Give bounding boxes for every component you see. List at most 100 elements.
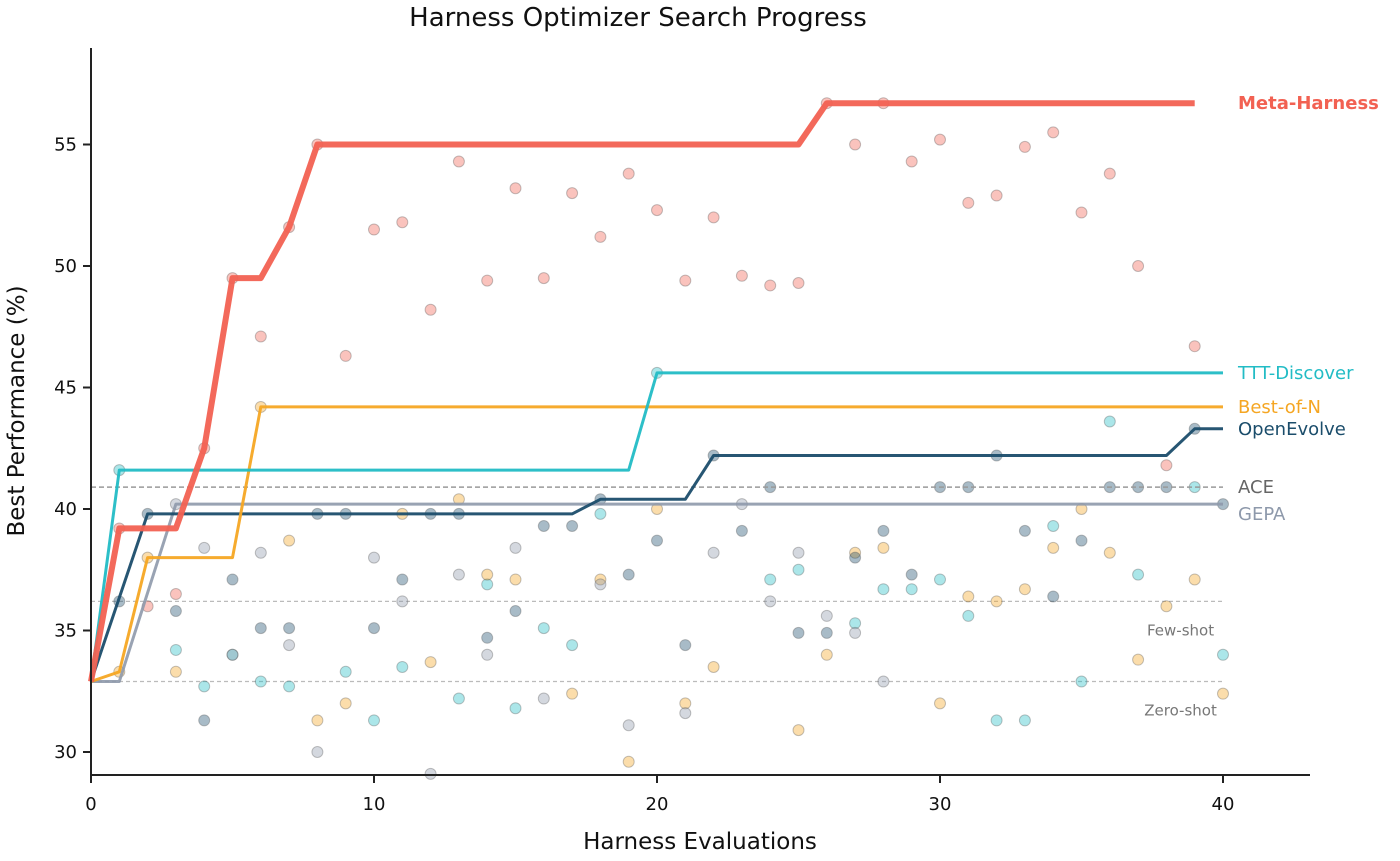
point-gepa	[509, 541, 522, 554]
point-meta-harness	[1018, 140, 1031, 153]
point-ttt-discover	[509, 702, 522, 715]
point-best-of-n	[424, 656, 437, 669]
point-ttt-discover	[764, 573, 777, 586]
line-ttt-discover	[89, 371, 1223, 682]
reference-label-few-shot: Few-shot	[1147, 621, 1214, 639]
point-gepa	[226, 648, 239, 661]
point-best-of-n	[1047, 541, 1060, 554]
point-ttt-discover	[990, 714, 1003, 727]
point-ttt-discover	[1018, 714, 1031, 727]
point-best-of-n	[339, 697, 352, 710]
series-label-ttt-discover: TTT-Discover	[1237, 363, 1354, 384]
point-meta-harness	[849, 138, 862, 151]
point-openevolve	[877, 524, 890, 537]
point-openevolve	[905, 568, 918, 581]
y-tick-label: 45	[54, 378, 77, 399]
point-gepa	[481, 648, 494, 661]
point-openevolve	[198, 714, 211, 727]
x-tick-label: 30	[929, 794, 952, 815]
line-best-of-n	[90, 405, 1223, 683]
point-ttt-discover	[877, 583, 890, 596]
series-label-ace: ACE	[1238, 477, 1274, 498]
point-best-of-n	[1018, 583, 1031, 596]
point-gepa	[311, 746, 324, 758]
point-best-of-n	[594, 573, 607, 586]
point-gepa	[877, 675, 890, 688]
point-gepa	[198, 541, 211, 554]
point-meta-harness	[594, 230, 607, 243]
y-tick-label: 35	[54, 621, 77, 642]
line-openevolve	[89, 427, 1223, 682]
point-ttt-discover	[962, 609, 975, 622]
point-openevolve	[368, 622, 380, 635]
series-label-openevolve: OpenEvolve	[1238, 419, 1346, 440]
point-best-of-n	[934, 697, 946, 710]
point-ttt-discover	[1217, 648, 1229, 661]
point-meta-harness	[566, 187, 579, 200]
point-meta-harness	[1188, 340, 1201, 353]
point-openevolve	[820, 626, 833, 639]
point-ttt-discover	[1132, 568, 1145, 581]
point-ttt-discover	[198, 680, 211, 693]
point-best-of-n	[820, 648, 833, 661]
point-best-of-n	[707, 660, 720, 673]
point-best-of-n	[877, 541, 890, 554]
point-ttt-discover	[1103, 415, 1116, 428]
point-meta-harness	[424, 303, 437, 316]
point-meta-harness	[905, 155, 918, 168]
point-meta-harness	[1103, 167, 1116, 180]
line-gepa	[91, 502, 1223, 683]
point-best-of-n	[1217, 687, 1229, 700]
point-openevolve	[1018, 524, 1031, 537]
point-meta-harness	[452, 155, 465, 168]
point-meta-harness	[934, 133, 946, 146]
point-openevolve	[396, 573, 409, 586]
point-best-of-n	[849, 546, 862, 559]
point-meta-harness	[254, 330, 267, 343]
y-axis-title: Best Performance (%)	[4, 285, 30, 536]
point-meta-harness	[1075, 206, 1088, 219]
point-ttt-discover	[254, 675, 267, 688]
point-gepa	[537, 692, 550, 705]
point-openevolve	[679, 639, 692, 652]
series-label-best-of-n: Best-of-N	[1238, 397, 1321, 418]
point-ttt-discover	[396, 660, 409, 673]
x-tick-label: 0	[85, 794, 96, 815]
point-ttt-discover	[283, 680, 296, 693]
point-openevolve	[509, 605, 522, 618]
point-ttt-discover	[339, 665, 352, 678]
point-openevolve	[226, 573, 239, 586]
axes	[90, 48, 1310, 776]
point-ttt-discover	[481, 578, 494, 591]
point-best-of-n	[169, 665, 182, 678]
point-openevolve	[254, 622, 267, 635]
point-meta-harness	[1132, 260, 1145, 272]
point-ttt-discover	[452, 692, 465, 705]
point-ttt-discover	[368, 714, 380, 727]
point-ttt-discover	[849, 617, 862, 630]
point-ttt-discover	[792, 563, 805, 576]
point-openevolve	[481, 631, 494, 644]
point-best-of-n	[311, 714, 324, 727]
point-ttt-discover	[905, 583, 918, 596]
point-meta-harness	[707, 211, 720, 224]
point-best-of-n	[509, 573, 522, 586]
y-tick-label: 30	[54, 742, 77, 763]
point-gepa	[254, 546, 267, 559]
point-openevolve	[792, 626, 805, 639]
x-tick-label: 40	[1212, 794, 1235, 815]
series-label-gepa: GEPA	[1238, 504, 1286, 525]
point-openevolve	[537, 520, 550, 533]
point-meta-harness	[792, 277, 805, 290]
point-gepa	[679, 707, 692, 720]
series-labels: Meta-Harness TTT-Discover Best-of-NOpenEvo…	[1237, 93, 1379, 525]
point-best-of-n	[792, 724, 805, 737]
point-openevolve	[1047, 590, 1060, 603]
point-meta-harness	[509, 182, 522, 195]
point-ttt-discover	[1047, 520, 1060, 533]
point-ttt-discover	[226, 648, 239, 661]
point-meta-harness	[651, 204, 663, 217]
point-meta-harness	[169, 588, 182, 601]
point-openevolve	[1075, 534, 1088, 547]
